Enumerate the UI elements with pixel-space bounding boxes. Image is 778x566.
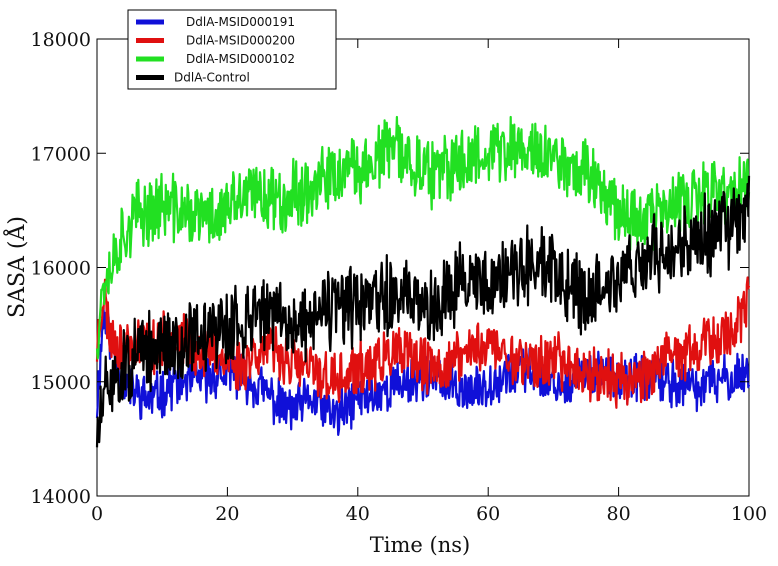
series-line-3 xyxy=(95,175,751,448)
y-axis-label: SASA (Å) xyxy=(2,216,30,318)
x-tick-label: 80 xyxy=(607,503,631,525)
x-tick-label: 20 xyxy=(215,503,239,525)
y-tick-label: 15000 xyxy=(31,372,91,394)
x-axis-label: Time (ns) xyxy=(370,533,470,557)
legend: DdlA-MSID000191 DdlA-MSID000200 DdlA-MSID0… xyxy=(127,9,337,90)
y-tick-label: 18000 xyxy=(31,29,91,51)
y-tick-label: 16000 xyxy=(31,258,91,280)
series-line-2 xyxy=(95,115,751,360)
x-tick-label: 40 xyxy=(346,503,370,525)
y-tick-label: 14000 xyxy=(31,486,91,508)
axis-layer: 0 20 40 60 80 100 14000 15000 16000 17000 18000 xyxy=(31,29,768,525)
x-tick-label: 0 xyxy=(91,503,103,525)
legend-label: DdlA-MSID000200 xyxy=(186,34,295,48)
legend-label: DdlA-MSID000191 xyxy=(186,15,295,29)
legend-label: DdlA-MSID000102 xyxy=(186,52,295,66)
legend-label: DdlA-Control xyxy=(174,71,250,85)
x-tick-label: 60 xyxy=(476,503,500,525)
series-layer xyxy=(95,115,751,448)
x-tick-label: 100 xyxy=(731,503,767,525)
y-tick-label: 17000 xyxy=(31,143,91,165)
